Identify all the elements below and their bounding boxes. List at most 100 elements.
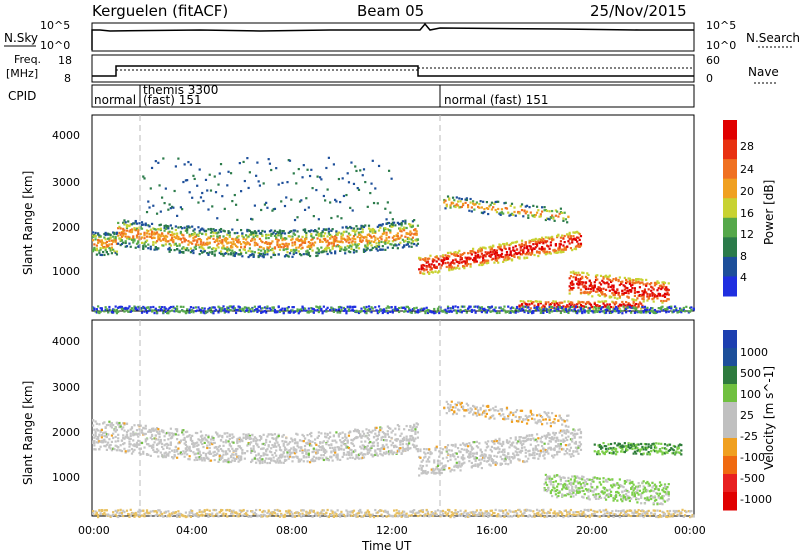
power-point (372, 201, 376, 205)
vel-point (194, 452, 198, 455)
vel-point (354, 429, 357, 432)
power-point (561, 234, 564, 237)
vel-point (267, 445, 270, 448)
power-point (290, 198, 293, 201)
power-point (579, 280, 583, 284)
power-point (109, 309, 112, 312)
power-point (450, 252, 453, 256)
power-point (635, 281, 638, 284)
power-point (221, 307, 224, 310)
power-point (207, 208, 210, 211)
vel-point (420, 472, 423, 475)
power-point (172, 206, 175, 209)
vel-point (239, 438, 243, 441)
vel-point (324, 435, 327, 438)
power-point (499, 248, 502, 251)
power-point (276, 238, 279, 241)
power-point (625, 286, 628, 289)
vel-point (283, 458, 287, 461)
power-point (608, 278, 611, 282)
vel-point (327, 458, 330, 462)
vel-point (391, 441, 394, 444)
power-point (492, 257, 495, 260)
power-point (563, 248, 566, 251)
power-point (122, 234, 125, 237)
power-point (317, 218, 320, 221)
power-point (517, 256, 520, 259)
vel-point (435, 471, 438, 474)
power-point (361, 174, 364, 177)
power-point (500, 255, 504, 258)
site-title: Kerguelen (fitACF) (92, 2, 228, 20)
power-point (406, 242, 409, 246)
power-point (243, 310, 246, 313)
vel-point (369, 440, 372, 444)
power-point (424, 311, 427, 315)
power-point (317, 252, 320, 255)
power-point (129, 310, 132, 313)
vel-point (317, 445, 320, 448)
power-point (613, 292, 616, 295)
vel-point (153, 441, 156, 444)
vel-point (228, 433, 231, 436)
power-point (252, 236, 255, 239)
vel-point (295, 448, 298, 451)
power-point (582, 307, 585, 311)
vel-point (406, 448, 409, 452)
power-point (475, 256, 478, 259)
power-point (456, 264, 460, 267)
vel-point (243, 457, 246, 460)
vel-point (426, 471, 430, 474)
power-point (612, 278, 615, 281)
power-point (149, 235, 152, 238)
power-point (199, 249, 203, 253)
power-point (169, 238, 172, 241)
power-point (154, 232, 157, 235)
power-point (508, 244, 511, 247)
power-point (431, 311, 435, 314)
vel-point (208, 452, 211, 455)
power-point (628, 277, 631, 280)
power-point (524, 305, 527, 308)
power-point (381, 248, 384, 251)
cpid-seg-normal: normal (94, 93, 136, 107)
power-point (670, 307, 673, 310)
power-point (532, 301, 535, 304)
vel-point (445, 456, 448, 459)
power-point (251, 218, 254, 221)
power-point (429, 254, 432, 257)
power-point (458, 206, 461, 209)
vel-point (150, 433, 154, 437)
power-point (150, 233, 154, 236)
power-point (642, 283, 645, 286)
power-point (428, 272, 431, 275)
power-point (546, 250, 549, 253)
vel-point (377, 433, 381, 437)
power-point (347, 232, 351, 235)
power-point (377, 239, 381, 243)
vel-point (98, 433, 101, 436)
power-point (365, 312, 368, 315)
power-point (640, 307, 643, 310)
vel-point (160, 453, 164, 457)
power-point (123, 307, 126, 310)
power-point (167, 232, 170, 235)
power-point (529, 307, 532, 310)
power-point (374, 187, 377, 190)
vel-point (341, 436, 344, 440)
power-point (524, 302, 527, 306)
vel-point (401, 443, 404, 446)
vel-point (148, 444, 151, 448)
vel-point (213, 446, 216, 449)
power-point (370, 182, 373, 185)
power-point (474, 311, 477, 314)
power-point (102, 250, 105, 254)
power-point (451, 305, 455, 308)
power-point (248, 309, 251, 312)
power-point (429, 310, 432, 313)
power-point (145, 232, 149, 235)
vel-point (182, 438, 185, 441)
power-point (250, 250, 253, 253)
power-point (578, 281, 581, 284)
power-point (303, 230, 307, 233)
